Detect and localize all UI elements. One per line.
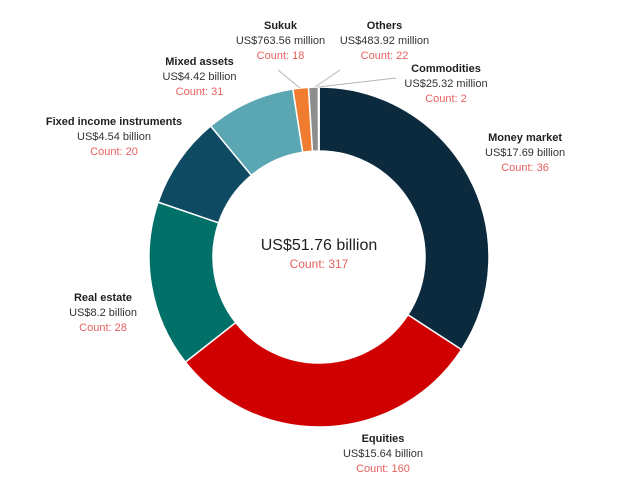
slice-value: US$763.56 million [235,35,326,47]
slice-count: Count: 22 [360,50,409,62]
slice-name: Others [366,20,403,32]
label-money-market: Money market US$17.69 billion Count: 36 [485,131,565,176]
label-others: Others US$483.92 million Count: 22 [332,19,437,64]
slice-value: US$4.54 billion [77,131,151,143]
slice-count: Count: 18 [256,50,305,62]
slice-money-market [318,86,490,351]
slice-name: Fixed income instruments [45,116,183,128]
label-fixed-income: Fixed income instruments US$4.54 billion… [44,115,184,160]
donut-center: US$51.76 billion Count: 317 [219,236,419,272]
slice-commodities [317,86,320,152]
slice-name: Commodities [411,63,481,75]
label-mixed-assets: Mixed assets US$4.42 billion Count: 31 [152,55,247,100]
slice-count: Count: 20 [90,146,138,158]
center-count: Count: 317 [289,257,349,271]
slice-value: US$25.32 million [404,78,488,90]
label-commodities: Commodities US$25.32 million Count: 2 [396,62,496,107]
slice-count: Count: 28 [79,322,127,334]
slice-value: US$8.2 billion [69,307,137,319]
leader-line [314,69,341,88]
slice-name: Sukuk [263,20,297,32]
slice-name: Equities [361,433,405,445]
slice-equities [184,313,463,428]
label-real-estate: Real estate US$8.2 billion Count: 28 [63,291,143,336]
center-total: US$51.76 billion [260,237,378,254]
slice-count: Count: 2 [425,93,467,105]
slice-value: US$483.92 million [339,35,430,47]
slice-name: Money market [488,132,563,144]
slice-name: Mixed assets [165,56,234,68]
slice-name: Real estate [73,292,133,304]
slice-value: US$17.69 billion [485,147,566,159]
label-equities: Equities US$15.64 billion Count: 160 [333,432,433,477]
slice-value: US$4.42 billion [162,71,237,83]
slice-count: Count: 36 [501,162,549,174]
slice-count: Count: 31 [175,86,224,98]
leader-line [277,69,301,89]
leader-line [317,77,397,88]
slice-value: US$15.64 billion [342,448,424,460]
slice-count: Count: 160 [356,463,410,475]
label-sukuk: Sukuk US$763.56 million Count: 18 [228,19,333,64]
